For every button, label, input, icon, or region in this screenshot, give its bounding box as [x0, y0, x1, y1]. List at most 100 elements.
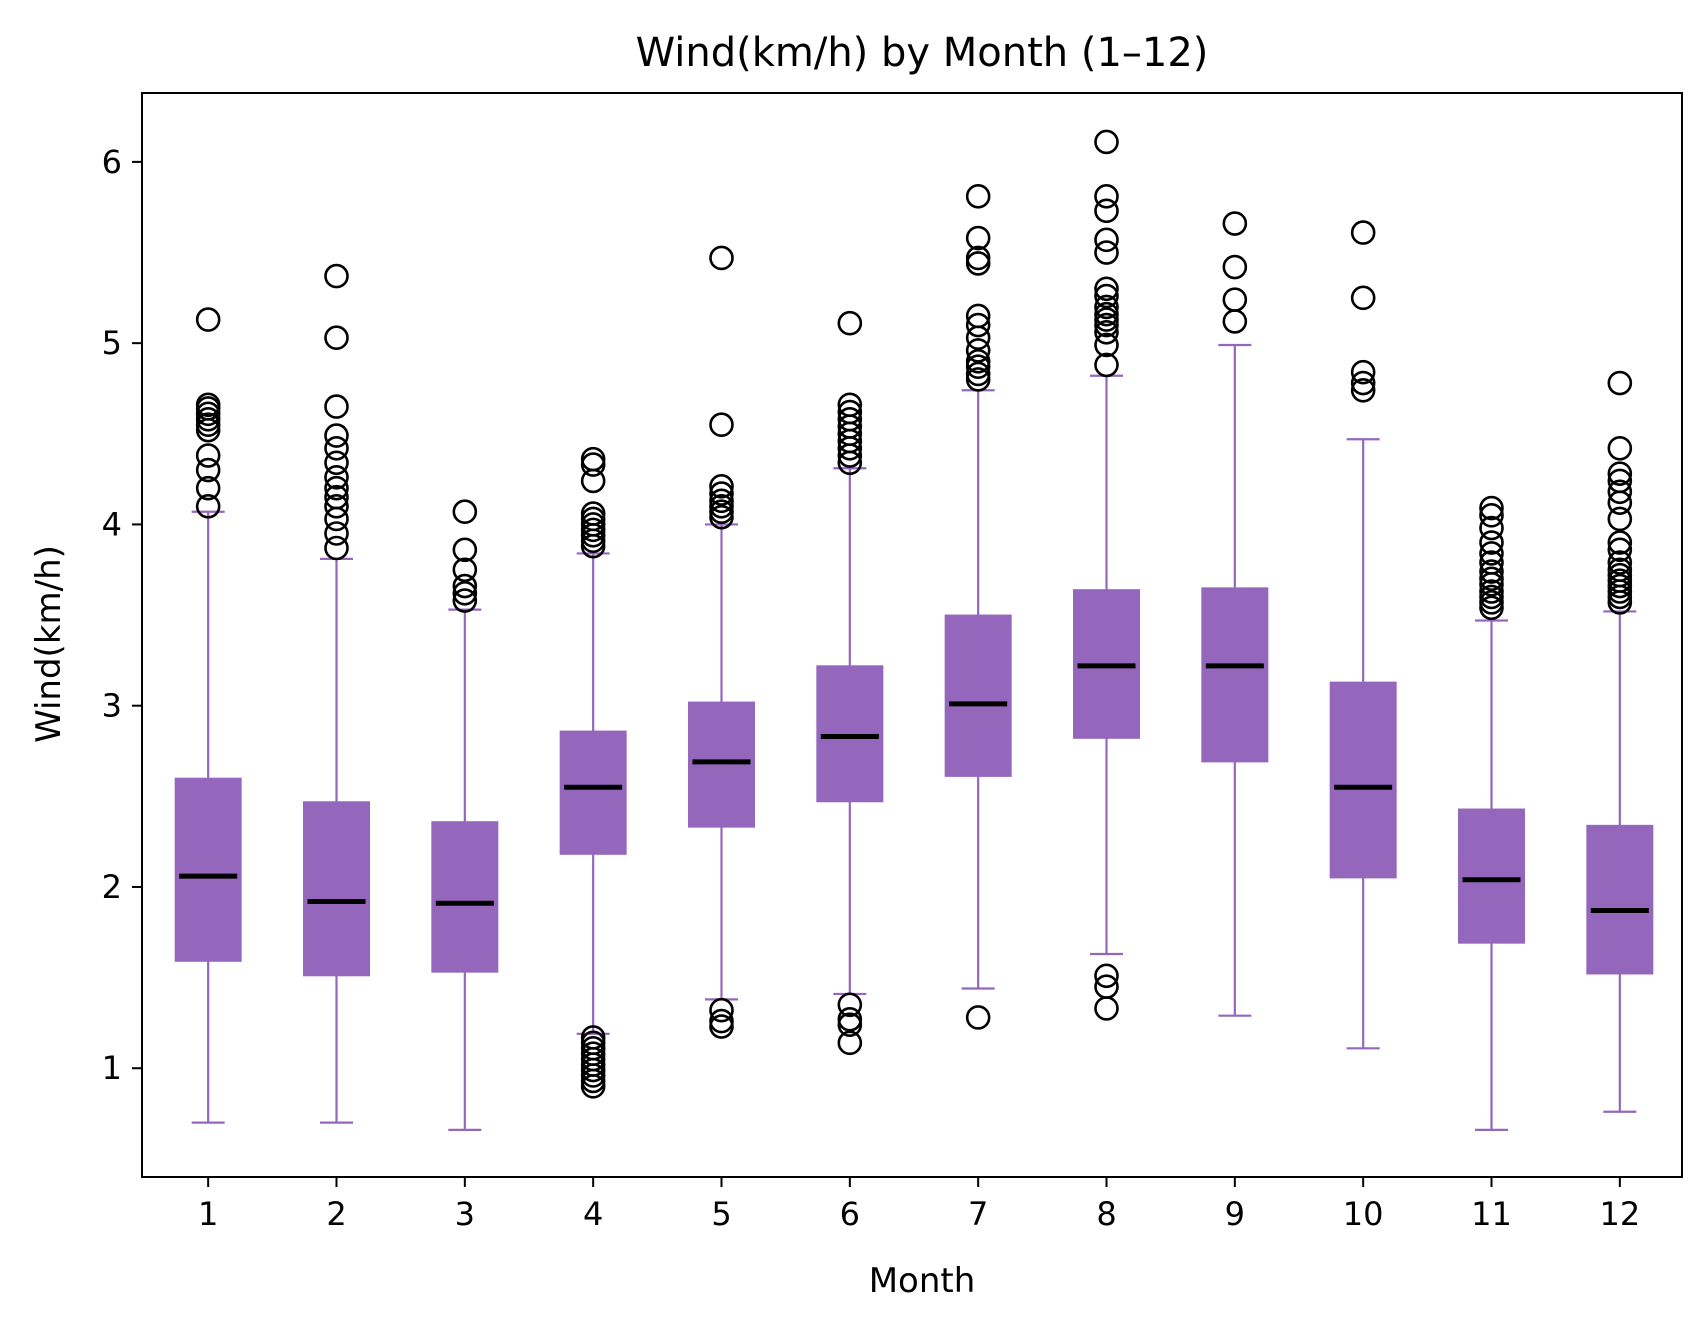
outlier-point: [1094, 963, 1119, 989]
x-tick-label: 5: [711, 1195, 731, 1233]
outlier-point: [837, 310, 863, 336]
outlier-point: [1479, 530, 1504, 555]
outlier-point: [709, 474, 734, 499]
outlier-point: [709, 481, 734, 506]
y-tick-label: 6: [102, 143, 122, 181]
x-axis: 1 2 3 4 5 6 7 8 9 10 11 12: [198, 1177, 1640, 1233]
outlier-point: [965, 245, 991, 271]
box-month-11: [1458, 495, 1525, 1131]
outlier-point: [709, 488, 734, 514]
outlier-point: [709, 412, 734, 438]
iqr-box: [1586, 824, 1654, 975]
outlier-point: [1607, 506, 1633, 532]
outlier-point: [1094, 974, 1119, 999]
outlier-point: [965, 348, 991, 374]
x-tick-label: 7: [968, 1195, 988, 1233]
y-tick-label: 1: [102, 1049, 122, 1087]
outlier-point: [580, 446, 606, 472]
outlier-point: [837, 399, 863, 425]
outlier-point: [324, 521, 349, 546]
outlier-point: [452, 499, 478, 525]
outlier-point: [324, 535, 349, 561]
outlier-point: [1607, 550, 1633, 575]
plot-frame: [141, 92, 1683, 1178]
outlier-point: [452, 557, 478, 583]
box-month-9: [1201, 211, 1269, 1017]
outlier-point: [1094, 301, 1119, 327]
outlier-point: [1094, 227, 1119, 253]
outlier-point: [1479, 566, 1504, 592]
box-month-3: [431, 499, 499, 1131]
outlier-point: [1094, 332, 1119, 358]
iqr-box: [1329, 681, 1397, 879]
outlier-point: [709, 1008, 734, 1034]
outlier-point: [837, 992, 863, 1018]
outlier-point: [1094, 240, 1119, 265]
iqr-box: [688, 701, 755, 828]
outlier-point: [452, 573, 478, 599]
y-tick-label: 3: [102, 687, 122, 725]
outlier-point: [324, 450, 349, 476]
outlier-point: [1350, 220, 1376, 245]
iqr-box: [303, 801, 370, 977]
outlier-point: [1222, 211, 1248, 236]
outlier-point: [965, 325, 991, 351]
x-tick-label: 10: [1343, 1195, 1384, 1233]
outlier-point: [1094, 319, 1119, 345]
outlier-point: [1350, 359, 1376, 385]
iqr-box: [816, 665, 884, 803]
plot-area: [174, 129, 1654, 1131]
iqr-box: [559, 730, 627, 855]
box-month-1: [174, 307, 242, 1124]
outlier-point: [1607, 537, 1633, 563]
outlier-point: [1479, 515, 1504, 541]
y-tick-label: 4: [102, 505, 122, 543]
outlier-point: [1607, 557, 1633, 583]
outlier-point: [1607, 468, 1633, 494]
outlier-point: [965, 361, 991, 387]
outlier-point: [580, 501, 606, 526]
outlier-point: [1479, 503, 1504, 528]
y-axis-label: Wind(km/h): [29, 545, 69, 743]
outlier-point: [195, 307, 221, 332]
iqr-box: [1201, 587, 1269, 763]
x-tick-label: 3: [455, 1195, 475, 1233]
outlier-point: [1607, 479, 1633, 505]
x-tick-label: 8: [1096, 1195, 1116, 1233]
box-month-8: [1073, 129, 1140, 1021]
outlier-point: [324, 325, 349, 351]
y-tick-label: 2: [102, 868, 122, 906]
outlier-point: [324, 263, 349, 289]
outlier-point: [1350, 377, 1376, 403]
box-month-6: [816, 310, 884, 1056]
outlier-point: [965, 338, 991, 363]
outlier-point: [452, 581, 478, 606]
iqr-box: [1458, 808, 1525, 944]
outlier-point: [1350, 370, 1376, 396]
outlier-point: [837, 1006, 863, 1032]
outlier-point: [324, 423, 349, 448]
box-month-7: [944, 184, 1012, 1030]
outlier-point: [1479, 550, 1504, 575]
outlier-point: [1094, 198, 1119, 224]
outlier-point: [1094, 996, 1119, 1021]
chart-title: Wind(km/h) by Month (1–12): [636, 30, 1209, 76]
iqr-box: [431, 821, 499, 973]
outlier-point: [1607, 530, 1633, 555]
x-tick-label: 1: [198, 1195, 218, 1233]
outlier-point: [195, 443, 221, 468]
outlier-point: [1094, 276, 1119, 302]
outlier-point: [837, 406, 863, 432]
outlier-point: [1094, 307, 1119, 332]
outlier-point: [452, 588, 478, 613]
outlier-point: [1607, 435, 1633, 461]
outlier-point: [195, 392, 221, 418]
x-tick-label: 4: [583, 1195, 603, 1233]
outlier-point: [1479, 579, 1504, 604]
x-tick-label: 9: [1225, 1195, 1245, 1233]
box-month-2: [303, 263, 370, 1124]
outlier-point: [324, 506, 349, 532]
outlier-point: [1094, 294, 1119, 320]
outlier-point: [324, 484, 349, 510]
outlier-point: [195, 475, 221, 501]
